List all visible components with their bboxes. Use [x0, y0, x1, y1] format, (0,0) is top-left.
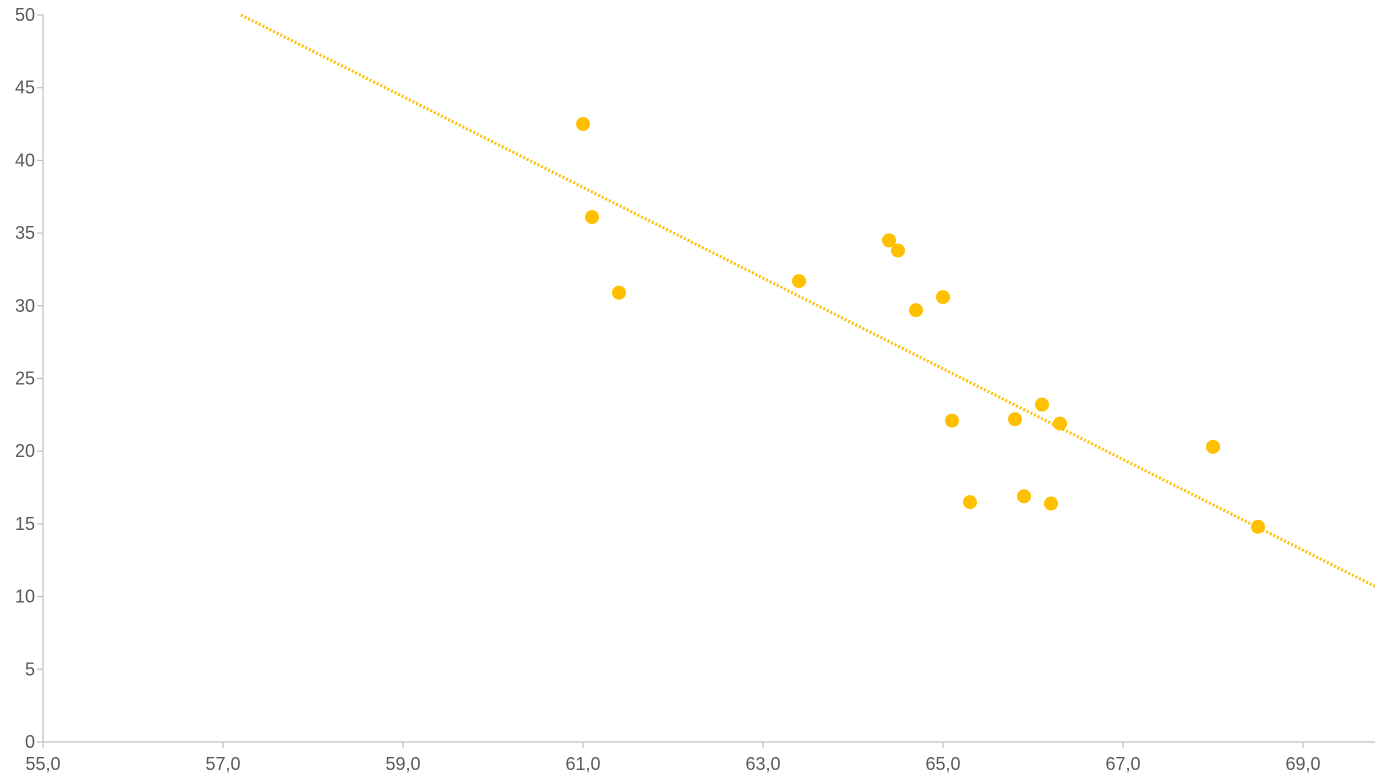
x-tick-label: 65,0 — [925, 754, 960, 774]
data-point — [612, 285, 626, 300]
data-point — [945, 413, 959, 428]
trendline — [240, 13, 1375, 588]
data-point — [792, 274, 806, 289]
trendline-layer — [240, 13, 1375, 588]
axes-layer — [37, 14, 1375, 748]
x-tick-label: 69,0 — [1285, 754, 1320, 774]
tick-labels-layer: 55,0 57,0 59,0 61,0 63,0 65,0 67,0 69,0 0 5 10 15 20… — [15, 5, 1321, 774]
y-tick-label: 10 — [15, 587, 35, 607]
data-point — [1053, 416, 1067, 431]
y-tick-label: 40 — [15, 150, 35, 170]
data-point — [1251, 519, 1265, 534]
data-point — [1008, 412, 1022, 427]
data-point — [963, 495, 977, 510]
y-tick-label: 5 — [25, 659, 35, 679]
y-tick-label: 30 — [15, 296, 35, 316]
data-point — [909, 303, 923, 318]
data-point — [1206, 439, 1220, 454]
x-tick-label: 59,0 — [385, 754, 420, 774]
y-tick-label: 45 — [15, 78, 35, 98]
y-tick-label: 20 — [15, 441, 35, 461]
y-tick-label: 15 — [15, 514, 35, 534]
data-point — [1035, 397, 1049, 412]
x-tick-label: 67,0 — [1105, 754, 1140, 774]
x-tick-label: 61,0 — [565, 754, 600, 774]
data-point — [936, 290, 950, 305]
x-tick-label: 57,0 — [205, 754, 240, 774]
data-point — [1017, 489, 1031, 504]
data-point — [1044, 496, 1058, 511]
data-point — [891, 243, 905, 258]
data-point — [585, 210, 599, 225]
y-tick-label: 0 — [25, 732, 35, 752]
x-tick-label: 63,0 — [745, 754, 780, 774]
x-tick-label: 55,0 — [25, 754, 60, 774]
data-point — [576, 117, 590, 132]
y-tick-label: 50 — [15, 5, 35, 25]
data-point — [882, 233, 896, 248]
points-layer — [576, 117, 1265, 534]
y-tick-label: 35 — [15, 223, 35, 243]
y-tick-label: 25 — [15, 369, 35, 389]
